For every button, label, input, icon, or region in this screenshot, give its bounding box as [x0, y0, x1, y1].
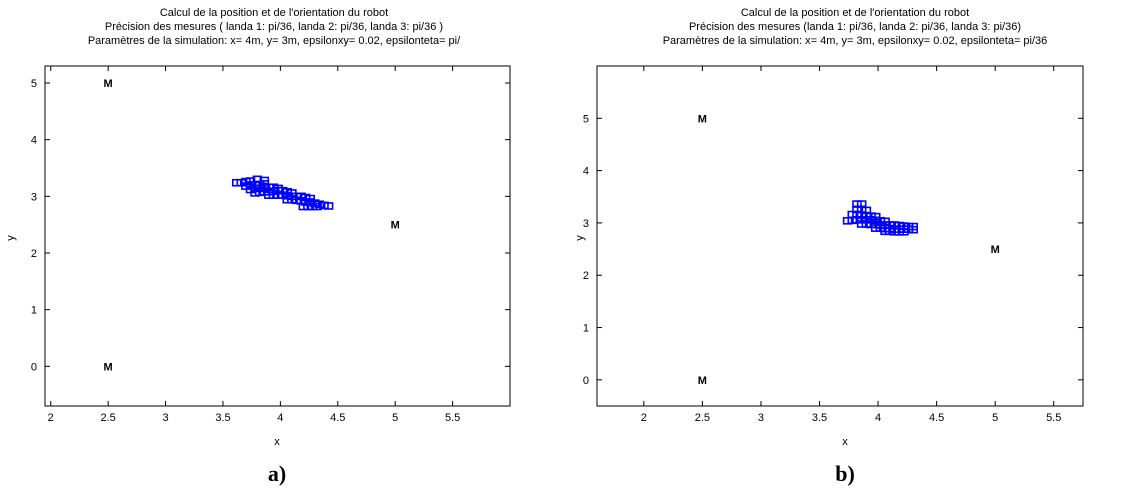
chart-b-points	[842, 200, 918, 236]
chart-a-data-point	[259, 176, 270, 185]
chart-b-landmark-marker: M	[991, 244, 1000, 256]
chart-a-caption: a)	[268, 461, 286, 486]
chart-b-x-axis-label: x	[842, 436, 848, 448]
chart-b-x-tick-label: 2.5	[695, 412, 710, 424]
chart-a-x-tick-label: 5.5	[445, 412, 460, 424]
chart-b-y-tick-label: 4	[583, 166, 589, 178]
chart-a-x-tick-label: 2	[48, 412, 54, 424]
chart-b-x-tick-label: 5.5	[1046, 412, 1061, 424]
chart-a-x-tick-label: 5	[392, 412, 398, 424]
chart-b-landmark-marker: M	[698, 375, 707, 387]
chart-a-x-tick-label: 4.5	[330, 412, 345, 424]
chart-b-x-ticks: 2 2.5 3 3.5 4 4.5 5 5.5	[641, 66, 1061, 424]
chart-a-title-line-1: Calcul de la position et de l'orientatio…	[160, 7, 388, 19]
chart-b-data-point	[908, 225, 918, 234]
chart-b-x-tick-label: 4	[875, 412, 881, 424]
chart-a-title-line-2: Précision des mesures ( landa 1: pi/36, …	[105, 21, 443, 33]
chart-a-plot-area	[44, 65, 511, 407]
chart-b-title-line-2: Précision des mesures (landa 1: pi/36, l…	[689, 21, 1021, 33]
chart-a-y-axis-label: y	[5, 235, 17, 241]
chart-a-y-tick-label: 0	[31, 361, 37, 373]
chart-a-y-tick-label: 3	[31, 191, 37, 203]
chart-a-landmark-marker: M	[391, 220, 400, 232]
chart-a: Calcul de la position et de l'orientatio…	[5, 7, 511, 486]
chart-b-x-tick-label: 3.5	[812, 412, 827, 424]
chart-a-y-ticks: 0 1 2 3 4 5	[31, 78, 510, 373]
chart-a-y-tick-label: 1	[31, 305, 37, 317]
chart-b-y-ticks: 0 1 2 3 4 5	[583, 113, 1083, 387]
chart-b-x-tick-label: 2	[641, 412, 647, 424]
chart-a-y-tick-label: 5	[31, 78, 37, 90]
chart-b-y-axis-label: y	[574, 235, 586, 241]
chart-a-x-tick-label: 4	[277, 412, 283, 424]
chart-a-data-point	[312, 202, 322, 211]
chart-b-x-tick-label: 5	[992, 412, 998, 424]
chart-b-y-tick-label: 1	[583, 323, 589, 335]
chart-a-x-tick-label: 3	[162, 412, 168, 424]
chart-a-data-point	[323, 202, 334, 210]
chart-b-y-tick-label: 5	[583, 113, 589, 125]
chart-a-landmarks: M M M	[104, 78, 400, 373]
chart-b: Calcul de la position et de l'orientatio…	[574, 7, 1084, 486]
chart-b-caption: b)	[835, 461, 855, 486]
chart-a-x-tick-label: 3.5	[215, 412, 230, 424]
chart-b-data-point	[899, 228, 909, 236]
chart-a-data-point	[252, 175, 263, 184]
chart-b-x-tick-label: 3	[758, 412, 764, 424]
chart-a-y-tick-label: 4	[31, 135, 37, 147]
chart-a-landmark-marker: M	[104, 78, 113, 90]
chart-b-x-tick-label: 4.5	[929, 412, 944, 424]
chart-b-landmarks: M M M	[698, 113, 1000, 387]
chart-a-x-tick-label: 2.5	[100, 412, 115, 424]
chart-a-x-axis-label: x	[274, 436, 280, 448]
chart-a-landmark-marker: M	[104, 361, 113, 373]
chart-b-landmark-marker: M	[698, 113, 707, 125]
chart-a-x-ticks: 2 2.5 3 3.5 4 4.5 5 5.5	[48, 66, 460, 424]
chart-b-y-tick-label: 0	[583, 375, 589, 387]
chart-b-y-tick-label: 2	[583, 270, 589, 282]
chart-a-y-tick-label: 2	[31, 248, 37, 260]
chart-b-y-tick-label: 3	[583, 218, 589, 230]
chart-b-title-line-3: Paramètres de la simulation: x= 4m, y= 3…	[663, 35, 1048, 47]
chart-b-plot-area	[596, 65, 1084, 407]
chart-b-title-line-1: Calcul de la position et de l'orientatio…	[741, 7, 969, 19]
chart-a-title-line-3: Paramètres de la simulation: x= 4m, y= 3…	[88, 35, 461, 47]
chart-a-points	[231, 175, 334, 211]
